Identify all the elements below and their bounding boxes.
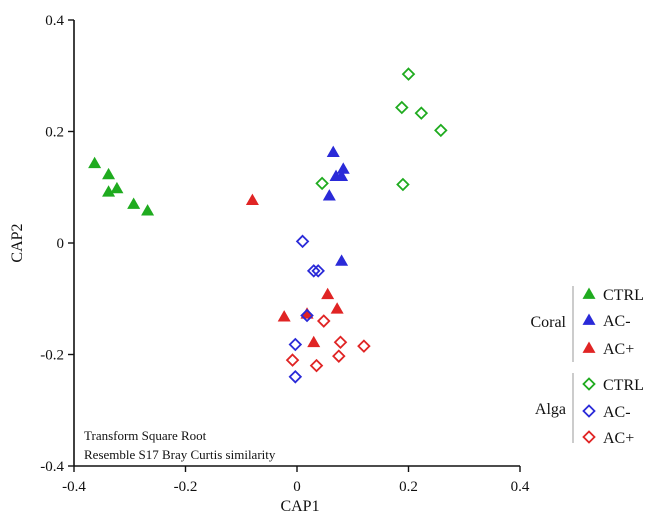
data-point [332,349,346,363]
x-tick-label: -0.2 [174,479,198,495]
data-point [285,353,300,367]
data-point [307,335,321,348]
legend: Coral Alga CTRL AC- AC+ CTRL AC- AC+ [530,286,644,447]
legend-label: CTRL [603,287,644,304]
data-point [401,67,416,81]
data-point [326,145,340,158]
legend-label: AC+ [603,430,634,447]
data-point [295,234,310,249]
data-point [335,254,349,266]
y-tick-label: 0.2 [45,125,64,141]
data-point [300,308,314,323]
data-point [396,177,410,192]
data-point [300,307,314,319]
data-points [88,67,448,384]
legend-items: CTRL AC- AC+ CTRL AC- AC+ [582,287,644,447]
data-point [288,370,303,384]
legend-marker [582,377,596,391]
series-coral-acplus [245,193,344,348]
data-point [88,156,102,169]
data-point [322,189,336,201]
y-tick-label: 0 [57,236,65,252]
legend-group-alga: Alga [535,401,566,418]
legend-marker [582,287,596,299]
legend-item: AC- [582,313,631,330]
y-tick-label: -0.4 [40,459,64,475]
data-point [316,314,331,328]
y-tick-label: -0.2 [40,348,64,364]
legend-label: AC+ [603,341,634,358]
legend-label: AC- [603,404,631,421]
x-tick-label: 0.4 [511,479,530,495]
data-point [127,197,141,209]
legend-marker [582,313,596,325]
y-tick-label: 0.4 [45,13,64,29]
legend-item: AC+ [582,341,634,358]
legend-marker [582,341,596,353]
transform-note: Transform Square Root [84,428,207,443]
legend-label: CTRL [603,377,644,394]
axis-ticks: -0.4 -0.2 0 0.2 0.4 0.4 0.2 0 -0.2 -0.4 [40,13,530,495]
data-point [110,181,124,194]
legend-marker [582,404,596,418]
data-point [315,176,329,191]
data-point [330,302,344,314]
data-point [309,358,324,373]
data-point [357,339,371,353]
data-point [288,337,303,352]
y-axis-title: CAP2 [9,223,26,262]
series-alga-ctrl [315,67,448,192]
data-point [434,123,448,138]
similarity-note: Resemble S17 Bray Curtis similarity [84,447,276,462]
data-point [245,193,259,205]
data-point [336,162,350,174]
x-tick-label: 0 [293,479,301,495]
series-coral-ctrl [88,156,155,216]
data-point [311,264,325,278]
data-point [333,335,348,350]
axes [73,20,520,467]
legend-marker [582,430,596,444]
data-point [277,310,291,322]
legend-item: AC+ [582,430,634,447]
legend-item: CTRL [582,377,644,394]
legend-label: AC- [603,313,631,330]
legend-item: CTRL [582,287,644,304]
data-point [335,169,349,181]
series-alga-acminus [288,234,325,384]
x-axis-title: CAP1 [280,498,319,515]
legend-item: AC- [582,404,631,421]
series-coral-acminus [322,145,350,266]
data-point [306,264,321,278]
data-point [102,167,116,180]
x-tick-label: -0.4 [62,479,86,495]
data-point [395,100,409,115]
series-alga-acplus [285,314,371,373]
data-point [141,204,155,216]
x-tick-label: 0.2 [399,479,418,495]
legend-group-coral: Coral [530,314,566,331]
data-point [102,185,116,197]
data-point [414,106,429,120]
data-point [321,287,335,300]
